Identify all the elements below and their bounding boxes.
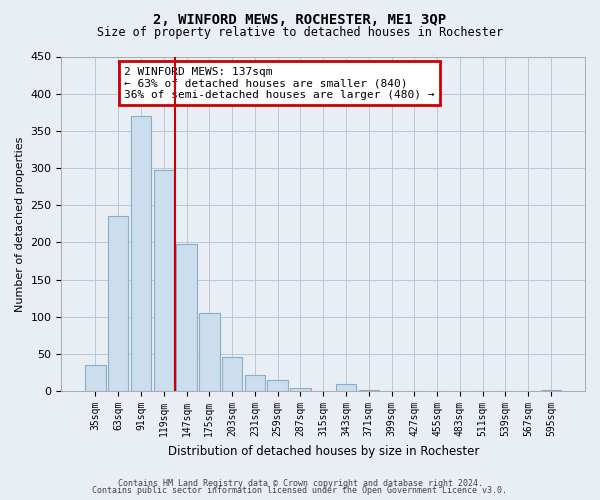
Y-axis label: Number of detached properties: Number of detached properties	[15, 136, 25, 312]
Bar	[268, 380, 288, 391]
Text: 2 WINFORD MEWS: 137sqm
← 63% of detached houses are smaller (840)
36% of semi-de: 2 WINFORD MEWS: 137sqm ← 63% of detached…	[124, 66, 435, 100]
Bar	[359, 390, 379, 391]
Bar	[176, 244, 197, 391]
Bar	[290, 388, 311, 391]
Bar	[154, 170, 174, 391]
Bar	[222, 357, 242, 391]
Bar	[541, 390, 561, 391]
Text: Contains HM Land Registry data © Crown copyright and database right 2024.: Contains HM Land Registry data © Crown c…	[118, 478, 482, 488]
Bar	[108, 216, 128, 391]
X-axis label: Distribution of detached houses by size in Rochester: Distribution of detached houses by size …	[167, 444, 479, 458]
Bar	[336, 384, 356, 391]
Text: Size of property relative to detached houses in Rochester: Size of property relative to detached ho…	[97, 26, 503, 39]
Bar	[131, 116, 151, 391]
Text: 2, WINFORD MEWS, ROCHESTER, ME1 3QP: 2, WINFORD MEWS, ROCHESTER, ME1 3QP	[154, 12, 446, 26]
Bar	[199, 313, 220, 391]
Bar	[85, 365, 106, 391]
Bar	[245, 375, 265, 391]
Text: Contains public sector information licensed under the Open Government Licence v3: Contains public sector information licen…	[92, 486, 508, 495]
